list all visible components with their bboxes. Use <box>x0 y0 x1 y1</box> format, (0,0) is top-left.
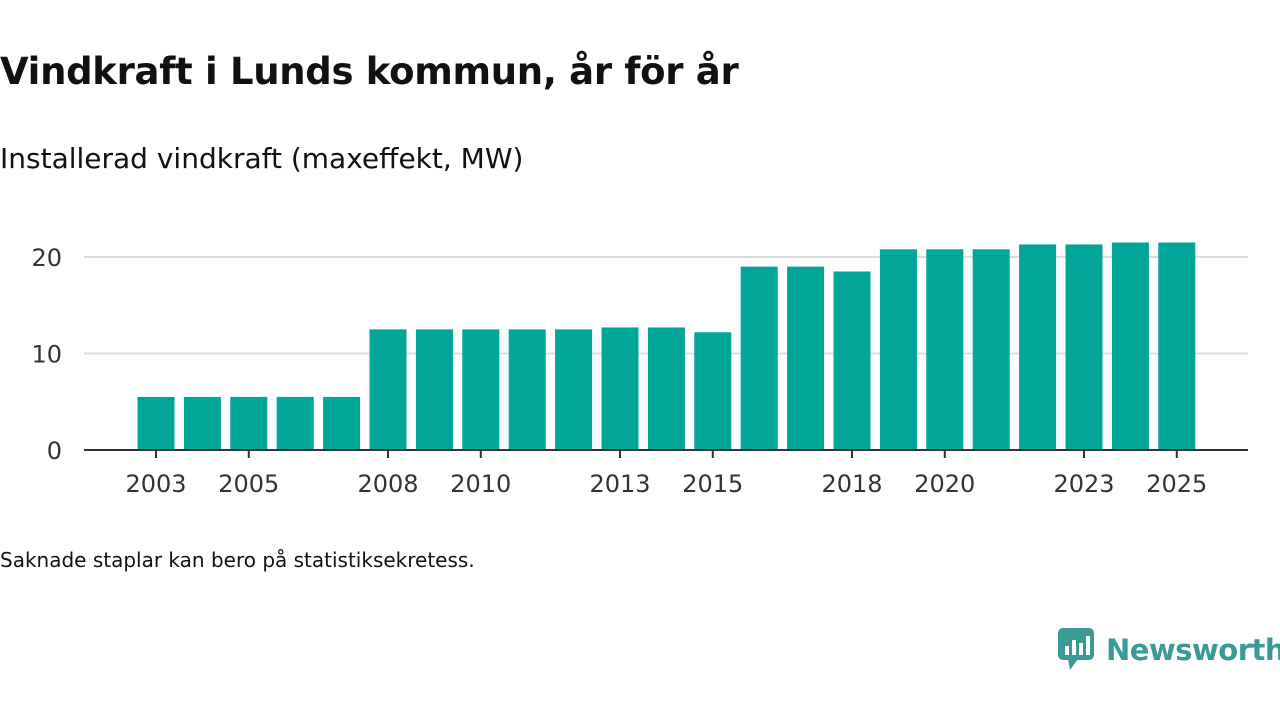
bar-2024 <box>1111 242 1149 450</box>
x-tick-label: 2005 <box>218 470 279 498</box>
chart-title: Vindkraft i Lunds kommun, år för år <box>0 50 739 93</box>
x-tick-label: 2003 <box>125 470 186 498</box>
x-tick-label: 2025 <box>1146 470 1207 498</box>
bar-2017 <box>787 266 825 450</box>
x-tick-label: 2023 <box>1053 470 1114 498</box>
bar-2004 <box>183 396 221 450</box>
bar-2016 <box>740 266 778 450</box>
x-tick-label: 2013 <box>589 470 650 498</box>
bar-2007 <box>323 396 361 450</box>
bar-2009 <box>415 329 453 450</box>
bar-2019 <box>879 249 917 450</box>
brand-name: Newsworthy <box>1106 633 1280 667</box>
chart-subtitle: Installerad vindkraft (maxeffekt, MW) <box>0 142 524 175</box>
bars <box>137 242 1196 450</box>
brand-logo: Newsworthy <box>1058 628 1280 672</box>
bar-2012 <box>555 329 593 450</box>
bar-2014 <box>647 327 685 450</box>
x-tick-label: 2015 <box>682 470 743 498</box>
newsworthy-logo-icon <box>1058 628 1094 670</box>
bar-2015 <box>694 332 732 450</box>
axes: 0 10 20 2003 2005 2008 2010 2013 2015 2018 2020 202… <box>31 244 1248 498</box>
x-tick-label: 2018 <box>821 470 882 498</box>
bar-2013 <box>601 327 639 450</box>
bar-2021 <box>972 249 1010 450</box>
bar-2010 <box>462 329 500 450</box>
bar-2006 <box>276 396 314 450</box>
x-tick-label: 2008 <box>357 470 418 498</box>
y-tick-label: 0 <box>47 437 62 465</box>
bar-2022 <box>1019 244 1057 450</box>
bar-2005 <box>230 396 268 450</box>
bar-2020 <box>926 249 964 450</box>
y-tick-label: 10 <box>31 341 62 369</box>
bar-2003 <box>137 396 175 450</box>
bar-2018 <box>833 271 871 450</box>
bar-2008 <box>369 329 407 450</box>
y-tick-label: 20 <box>31 244 62 272</box>
bar-2023 <box>1065 244 1103 450</box>
footnote: Saknade staplar kan bero på statistiksek… <box>0 548 475 572</box>
bar-2011 <box>508 329 546 450</box>
bar-2025 <box>1158 242 1196 450</box>
x-tick-label: 2020 <box>914 470 975 498</box>
x-tick-label: 2010 <box>450 470 511 498</box>
